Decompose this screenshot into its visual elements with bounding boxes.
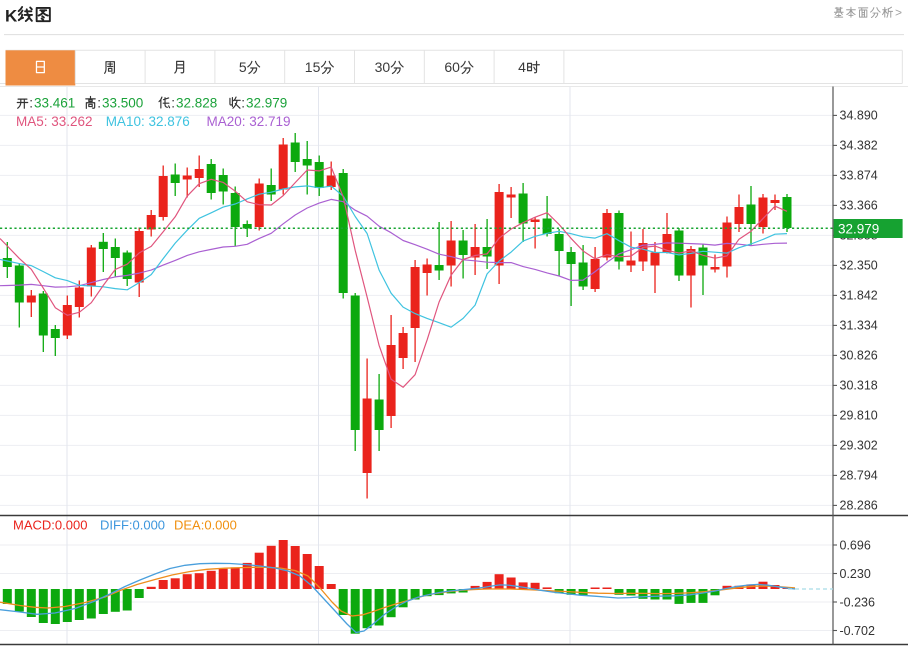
- svg-text:MA10: 32.876: MA10: 32.876: [106, 114, 190, 129]
- svg-text:31.842: 31.842: [840, 289, 878, 303]
- svg-text:4: 4: [518, 59, 526, 75]
- svg-text:34.890: 34.890: [840, 109, 878, 123]
- svg-text:32.979: 32.979: [838, 221, 879, 236]
- svg-text::: :: [241, 95, 245, 110]
- svg-text:34.382: 34.382: [840, 139, 878, 153]
- svg-text:DEA:0.000: DEA:0.000: [174, 518, 237, 533]
- svg-text:30.826: 30.826: [840, 349, 878, 363]
- svg-text:DIFF:0.000: DIFF:0.000: [100, 518, 165, 533]
- svg-text:-0.702: -0.702: [840, 624, 875, 638]
- svg-text:29.810: 29.810: [840, 409, 878, 423]
- svg-text:5: 5: [239, 59, 247, 75]
- svg-text:30.318: 30.318: [840, 379, 878, 393]
- svg-text::: :: [171, 95, 175, 110]
- svg-text:33.366: 33.366: [840, 199, 878, 213]
- svg-text:33.500: 33.500: [102, 95, 143, 110]
- svg-text:31.334: 31.334: [840, 319, 878, 333]
- svg-text:-0.236: -0.236: [840, 595, 875, 609]
- svg-text:32.828: 32.828: [176, 95, 217, 110]
- svg-text::: :: [97, 95, 101, 110]
- svg-text:0.230: 0.230: [840, 567, 871, 581]
- svg-text:32.350: 32.350: [840, 259, 878, 273]
- svg-text:32.979: 32.979: [246, 95, 287, 110]
- svg-text:>: >: [895, 6, 902, 20]
- svg-text::: :: [29, 95, 33, 110]
- svg-text:33.461: 33.461: [34, 95, 75, 110]
- svg-text:29.302: 29.302: [840, 439, 878, 453]
- svg-text:33.874: 33.874: [840, 169, 878, 183]
- svg-text:MA20: 32.719: MA20: 32.719: [207, 114, 291, 129]
- svg-text:30: 30: [375, 59, 391, 75]
- svg-text:28.286: 28.286: [840, 499, 878, 513]
- svg-text:K: K: [5, 7, 18, 26]
- svg-text:15: 15: [305, 59, 321, 75]
- svg-text:0.696: 0.696: [840, 538, 871, 552]
- svg-text:MA5: 33.262: MA5: 33.262: [16, 114, 93, 129]
- svg-text:60: 60: [444, 59, 460, 75]
- svg-text:MACD:0.000: MACD:0.000: [13, 518, 87, 533]
- svg-text:28.794: 28.794: [840, 469, 878, 483]
